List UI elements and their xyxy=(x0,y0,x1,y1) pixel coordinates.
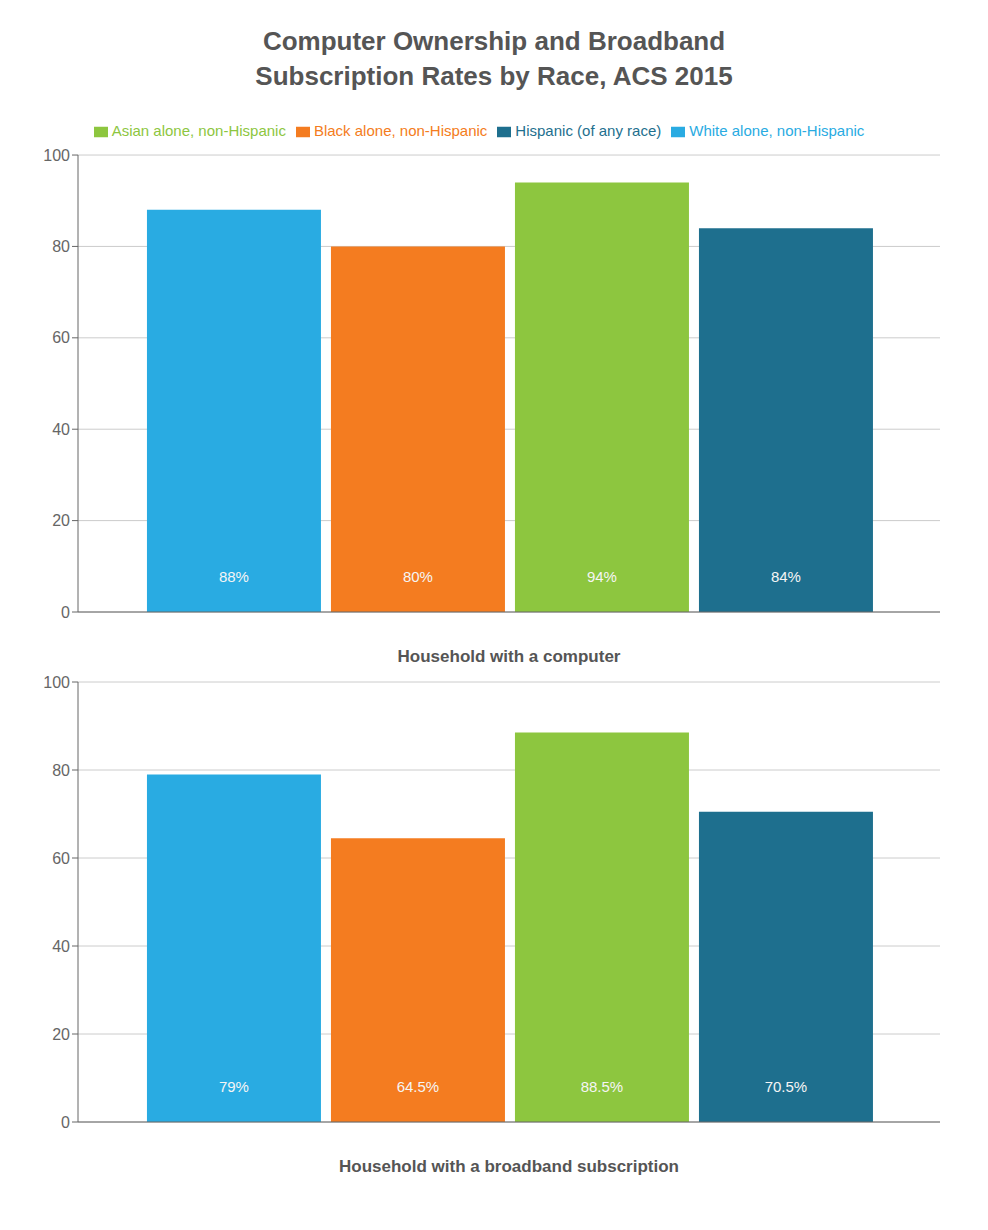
svg-text:88.5%: 88.5% xyxy=(581,1078,624,1095)
svg-text:79%: 79% xyxy=(219,1078,249,1095)
svg-text:0: 0 xyxy=(61,604,70,621)
svg-text:80: 80 xyxy=(52,238,70,255)
svg-text:94%: 94% xyxy=(587,568,617,585)
svg-text:88%: 88% xyxy=(219,568,249,585)
svg-text:0: 0 xyxy=(61,1114,70,1131)
svg-text:60: 60 xyxy=(52,850,70,867)
svg-text:84%: 84% xyxy=(771,568,801,585)
svg-text:40: 40 xyxy=(52,938,70,955)
svg-text:70.5%: 70.5% xyxy=(765,1078,808,1095)
svg-text:80%: 80% xyxy=(403,568,433,585)
html-text:Black alone, non-Hispanic: Black alone, non-Hispanic xyxy=(313,122,488,140)
svg-text:Household with a broadband sub: Household with a broadband subscription xyxy=(339,1157,679,1176)
svg-text:100: 100 xyxy=(43,674,70,691)
svg-text:100: 100 xyxy=(43,147,70,164)
html-text:Computer Ownership and Broadba: Computer Ownership and Broadband Subscri… xyxy=(255,26,733,92)
svg-text:60: 60 xyxy=(52,330,70,347)
svg-text:20: 20 xyxy=(52,512,70,529)
html-text:White alone, non-Hispanic: White alone, non-Hispanic xyxy=(689,122,865,140)
svg-text:20: 20 xyxy=(52,1026,70,1043)
svg-text:64.5%: 64.5% xyxy=(397,1078,440,1095)
svg-text:Household with a computer: Household with a computer xyxy=(398,647,621,666)
svg-text:40: 40 xyxy=(52,421,70,438)
html-text:Asian alone, non-Hispanic: Asian alone, non-Hispanic xyxy=(111,122,286,140)
svg-text:80: 80 xyxy=(52,762,70,779)
html-text:Hispanic (of any race): Hispanic (of any race) xyxy=(515,122,662,140)
